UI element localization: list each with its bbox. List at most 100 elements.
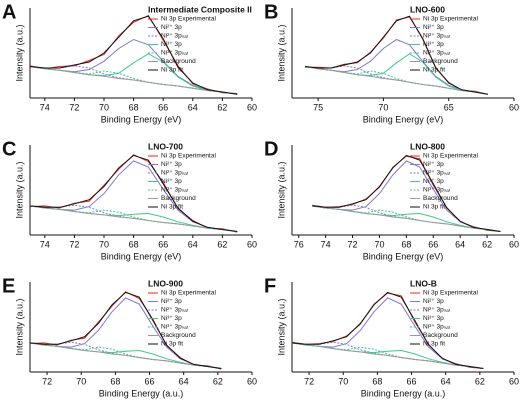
- legend-label: Ni²⁺ 3p: [161, 24, 182, 31]
- x-tick-label: 62: [482, 239, 492, 249]
- legend-label: Ni 3p fit: [423, 204, 445, 211]
- series-line: [29, 291, 222, 370]
- series-line: [29, 15, 238, 95]
- series-line: [291, 342, 484, 369]
- x-tick-label: 60: [509, 239, 519, 249]
- series-line: [305, 53, 488, 95]
- x-tick-label: 72: [348, 239, 358, 249]
- x-tick-label: 68: [110, 376, 120, 386]
- x-tick-label: 60: [247, 102, 257, 112]
- legend-label: Ni³⁺ 3pₛₐₜ: [161, 187, 189, 194]
- y-axis-label: Intensity (a.u.): [276, 161, 286, 218]
- x-tick-label: 75: [313, 102, 323, 112]
- legend-label: Ni³⁺ 3p: [161, 41, 182, 48]
- x-tick-label: 68: [401, 239, 411, 249]
- x-axis-label: Binding Energy (eV): [363, 251, 444, 261]
- x-tick-label: 65: [444, 102, 454, 112]
- legend-label: Ni²⁺ 3pₛₐₜ: [423, 170, 451, 177]
- series-line: [291, 292, 484, 369]
- legend-label: Ni³⁺ 3pₛₐₜ: [423, 50, 451, 57]
- legend-label: Ni 3p fit: [423, 67, 445, 74]
- legend-label: Ni 3p Experimental: [423, 16, 478, 23]
- x-axis-label: Binding Energy (a.u.): [99, 388, 184, 398]
- x-tick-label: 70: [99, 239, 109, 249]
- series-line: [29, 160, 238, 232]
- legend-label: Ni³⁺ 3pₛₐₜ: [161, 324, 189, 331]
- legend-label: Ni 3p fit: [161, 341, 183, 348]
- x-tick-label: 66: [407, 376, 417, 386]
- x-tick-label: 64: [188, 239, 198, 249]
- legend-label: Ni 3p fit: [161, 67, 183, 74]
- series-line: [312, 205, 501, 232]
- panel-title: LNO-B: [410, 278, 437, 288]
- x-tick-label: 60: [247, 376, 257, 386]
- x-tick-label: 70: [374, 239, 384, 249]
- legend-label: Ni³⁺ 3p: [423, 178, 444, 185]
- x-tick-label: 68: [129, 102, 139, 112]
- x-tick-label: 72: [42, 376, 52, 386]
- legend-label: Ni²⁺ 3pₛₐₜ: [423, 33, 451, 40]
- series-line: [291, 291, 484, 369]
- legend-label: Ni²⁺ 3p: [423, 161, 444, 168]
- legend-label: Ni³⁺ 3p: [423, 41, 444, 48]
- x-tick-label: 76: [294, 239, 304, 249]
- legend-label: Ni 3p Experimental: [423, 153, 478, 160]
- panel-title: LNO-700: [148, 141, 183, 151]
- legend-label: Ni²⁺ 3p: [423, 298, 444, 305]
- legend-label: Ni³⁺ 3p: [161, 315, 182, 322]
- series-line: [29, 154, 238, 233]
- legend-label: Ni²⁺ 3pₛₐₜ: [423, 307, 451, 314]
- x-tick-label: 74: [40, 239, 50, 249]
- series-line: [305, 15, 488, 95]
- panel-title: LNO-800: [410, 141, 445, 151]
- series-line: [305, 38, 488, 95]
- series-line: [312, 160, 501, 232]
- series-line: [29, 342, 222, 369]
- x-tick-label: 66: [428, 239, 438, 249]
- legend-label: Ni 3p Experimental: [161, 290, 216, 297]
- x-tick-label: 62: [213, 376, 223, 386]
- x-tick-label: 66: [145, 376, 155, 386]
- x-axis-label: Binding Energy (eV): [363, 114, 444, 124]
- panel-letter: C: [2, 138, 16, 160]
- panel-letter: D: [264, 138, 278, 160]
- legend-label: Background: [161, 58, 196, 65]
- panel-letter: E: [2, 275, 15, 297]
- legend-label: Ni 3p Experimental: [423, 290, 478, 297]
- panel-title: LNO-900: [148, 278, 183, 288]
- x-tick-label: 66: [158, 239, 168, 249]
- x-tick-label: 70: [99, 102, 109, 112]
- x-tick-label: 64: [441, 376, 451, 386]
- x-tick-label: 70: [76, 376, 86, 386]
- legend-label: Ni³⁺ 3p: [423, 315, 444, 322]
- series-line: [29, 14, 238, 94]
- panel-letter: B: [264, 1, 278, 23]
- x-tick-label: 64: [188, 102, 198, 112]
- x-tick-label: 72: [69, 239, 79, 249]
- legend-label: Ni²⁺ 3pₛₐₜ: [161, 33, 189, 40]
- x-tick-label: 62: [475, 376, 485, 386]
- series-line: [29, 205, 238, 232]
- legend-label: Background: [423, 195, 458, 202]
- legend-label: Ni²⁺ 3p: [161, 298, 182, 305]
- series-line: [312, 155, 501, 232]
- legend-label: Ni 3p Experimental: [161, 16, 216, 23]
- y-axis-label: Intensity (a.u.): [14, 161, 24, 218]
- legend-label: Ni³⁺ 3pₛₐₜ: [423, 187, 451, 194]
- x-tick-label: 64: [179, 376, 189, 386]
- legend-label: Ni³⁺ 3pₛₐₜ: [423, 324, 451, 331]
- x-tick-label: 60: [247, 239, 257, 249]
- legend-label: Ni 3p fit: [161, 204, 183, 211]
- series-line: [29, 291, 222, 369]
- panel-title: LNO-600: [410, 4, 445, 14]
- x-axis-label: Binding Energy (eV): [101, 114, 182, 124]
- legend-label: Ni 3p fit: [423, 341, 445, 348]
- legend-label: Ni²⁺ 3pₛₐₜ: [161, 307, 189, 314]
- series-line: [305, 16, 489, 95]
- x-tick-label: 64: [455, 239, 465, 249]
- x-tick-label: 66: [158, 102, 168, 112]
- legend-label: Ni³⁺ 3pₛₐₜ: [161, 50, 189, 57]
- legend-label: Ni 3p Experimental: [161, 153, 216, 160]
- y-axis-label: Intensity (a.u.): [14, 298, 24, 355]
